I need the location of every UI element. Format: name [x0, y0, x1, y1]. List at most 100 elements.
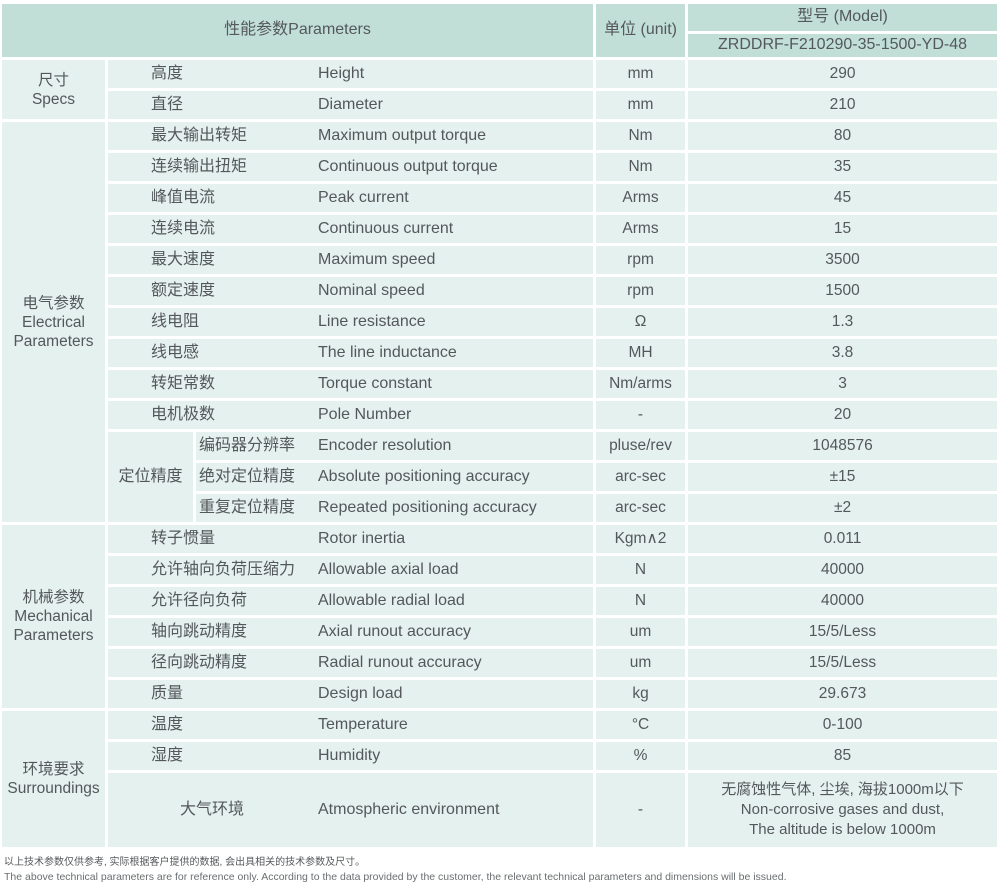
- param-value: 45: [688, 184, 998, 215]
- model-number: ZRDDRF-F210290-35-1500-YD-48: [688, 34, 998, 60]
- param-unit: N: [596, 556, 689, 587]
- param-en: Pole Number: [316, 401, 597, 432]
- table-row: 峰值电流 Peak current Arms 45: [2, 184, 998, 215]
- param-zh: 湿度: [108, 742, 316, 773]
- param-value: 80: [688, 122, 998, 153]
- param-en: Line resistance: [316, 308, 597, 339]
- param-en: Continuous output torque: [316, 153, 597, 184]
- param-zh: 最大输出转矩: [108, 122, 316, 153]
- section-category-electrical: 电气参数 Electrical Parameters: [2, 122, 108, 525]
- param-zh: 温度: [108, 711, 316, 742]
- param-value: 29.673: [688, 680, 998, 711]
- param-value: 0-100: [688, 711, 998, 742]
- param-en: Diameter: [316, 91, 597, 122]
- param-value: 40000: [688, 556, 998, 587]
- param-value: 3: [688, 370, 998, 401]
- table-row: 直径 Diameter mm 210: [2, 91, 998, 122]
- param-zh: 直径: [108, 91, 316, 122]
- param-unit: mm: [596, 91, 689, 122]
- param-unit: Ω: [596, 308, 689, 339]
- category-line: 尺寸: [37, 71, 69, 89]
- category-line: Parameters: [13, 627, 94, 644]
- param-zh: 大气环境: [108, 773, 316, 850]
- param-unit: mm: [596, 60, 689, 91]
- param-en: The line inductance: [316, 339, 597, 370]
- table-row: 线电阻 Line resistance Ω 1.3: [2, 308, 998, 339]
- param-en: Temperature: [316, 711, 597, 742]
- param-en: Maximum speed: [316, 246, 597, 277]
- table-row: 径向跳动精度 Radial runout accuracy um 15/5/Le…: [2, 649, 998, 680]
- param-en: Allowable radial load: [316, 587, 597, 618]
- model-header: 型号 (Model): [688, 4, 998, 34]
- param-en: Maximum output torque: [316, 122, 597, 153]
- param-unit: rpm: [596, 277, 689, 308]
- value-line: Non-corrosive gases and dust,: [740, 801, 945, 818]
- param-value: 0.011: [688, 525, 998, 556]
- spec-table: 性能参数Parameters 单位 (unit) 型号 (Model) ZRDD…: [2, 4, 998, 850]
- table-row: 定位精度 编码器分辨率 Encoder resolution pluse/rev…: [2, 432, 998, 525]
- section-category-mechanical: 机械参数 Mechanical Parameters: [2, 525, 108, 711]
- param-value: 3500: [688, 246, 998, 277]
- param-value: 15: [688, 215, 998, 246]
- param-unit: Nm: [596, 122, 689, 153]
- table-row: 湿度 Humidity % 85: [2, 742, 998, 773]
- param-value: 40000: [688, 587, 998, 618]
- param-unit: um: [596, 649, 689, 680]
- param-unit: -: [596, 773, 689, 850]
- value-line: The altitude is below 1000m: [749, 821, 936, 838]
- param-unit: -: [596, 401, 689, 432]
- category-line: Electrical: [22, 313, 85, 331]
- category-line: Specs: [31, 90, 76, 108]
- param-zh: 最大速度: [108, 246, 316, 277]
- param-zh: 转子惯量: [108, 525, 316, 556]
- param-zh: 重复定位精度: [196, 494, 316, 525]
- param-en: Rotor inertia: [316, 525, 597, 556]
- param-unit: rpm: [596, 246, 689, 277]
- param-value: 85: [688, 742, 998, 773]
- param-en: Peak current: [316, 184, 597, 215]
- table-row: 电机极数 Pole Number - 20: [2, 401, 998, 432]
- param-unit: %: [596, 742, 689, 773]
- param-unit: pluse/rev: [596, 432, 689, 463]
- param-en: Encoder resolution: [316, 432, 597, 463]
- param-en: Design load: [316, 680, 597, 711]
- table-row: 连续电流 Continuous current Arms 15: [2, 215, 998, 246]
- table-row: 质量 Design load kg 29.673: [2, 680, 998, 711]
- param-zh: 高度: [108, 60, 316, 91]
- table-row: 额定速度 Nominal speed rpm 1500: [2, 277, 998, 308]
- header-row-1: 性能参数Parameters 单位 (unit) 型号 (Model): [2, 4, 998, 60]
- param-en: Allowable axial load: [316, 556, 597, 587]
- category-line: 电气参数: [22, 294, 85, 312]
- param-zh: 额定速度: [108, 277, 316, 308]
- param-en: Absolute positioning accuracy: [316, 463, 597, 494]
- table-row: 轴向跳动精度 Axial runout accuracy um 15/5/Les…: [2, 618, 998, 649]
- param-value: 无腐蚀性气体, 尘埃, 海拔1000m以下 Non-corrosive gase…: [688, 773, 998, 850]
- parameters-header: 性能参数Parameters: [2, 4, 597, 60]
- category-line: Mechanical: [14, 608, 93, 625]
- category-line: Parameters: [13, 332, 94, 350]
- param-value: 35: [688, 153, 998, 184]
- param-en: Humidity: [316, 742, 597, 773]
- param-zh: 质量: [108, 680, 316, 711]
- param-unit: um: [596, 618, 689, 649]
- param-zh: 绝对定位精度: [196, 463, 316, 494]
- table-row: 连续输出扭矩 Continuous output torque Nm 35: [2, 153, 998, 184]
- param-en: Continuous current: [316, 215, 597, 246]
- category-line: 机械参数: [22, 589, 85, 606]
- param-unit: °C: [596, 711, 689, 742]
- section-category-surroundings: 环境要求 Surroundings: [2, 711, 108, 850]
- unit-header: 单位 (unit): [596, 4, 689, 60]
- param-value: ±15: [688, 463, 998, 494]
- param-unit: kg: [596, 680, 689, 711]
- table-row: 电气参数 Electrical Parameters 最大输出转矩 Maximu…: [2, 122, 998, 525]
- table-row: 允许径向负荷 Allowable radial load N 40000: [2, 587, 998, 618]
- param-zh: 编码器分辨率: [196, 432, 316, 463]
- param-zh: 连续电流: [108, 215, 316, 246]
- param-unit: arc-sec: [596, 494, 689, 525]
- table-row: 转矩常数 Torque constant Nm/arms 3: [2, 370, 998, 401]
- param-en: Axial runout accuracy: [316, 618, 597, 649]
- param-unit: Kgm∧2: [596, 525, 689, 556]
- footnote-zh: 以上技术参数仅供参考, 实际根据客户提供的数据, 会出具相关的技术参数及尺寸。: [4, 857, 366, 868]
- section-category-specs: 尺寸 Specs: [2, 60, 108, 122]
